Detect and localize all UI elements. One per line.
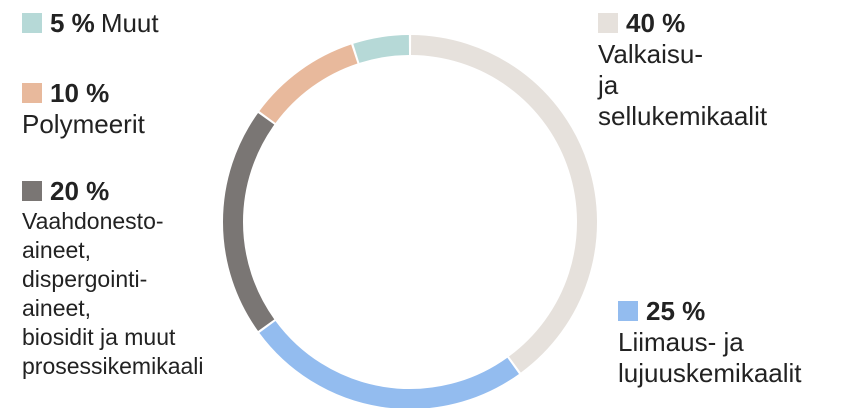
value-label: 5 % bbox=[50, 8, 95, 38]
legend-label: Muut bbox=[100, 8, 159, 38]
legend-label: Liimaus- ja lujuuskemikaalit bbox=[618, 327, 802, 388]
legend-item: 10 % Polymeerit bbox=[22, 78, 145, 140]
legend-item: 25 % Liimaus- ja lujuuskemikaalit bbox=[618, 296, 802, 389]
slice bbox=[259, 44, 358, 124]
legend-swatch bbox=[22, 83, 42, 103]
legend-swatch bbox=[22, 181, 42, 201]
legend-item: 5 % Muut bbox=[22, 8, 159, 39]
value-label: 40 % bbox=[626, 8, 686, 38]
legend-label: Vaahdonesto- aineet, dispergointi- ainee… bbox=[22, 208, 204, 379]
slice bbox=[353, 35, 410, 63]
slice bbox=[410, 35, 597, 373]
value-label: 20 % bbox=[50, 176, 110, 206]
legend-label: Valkaisu- ja sellukemikaalit bbox=[598, 39, 768, 131]
legend-item: 40 % Valkaisu- ja sellukemikaalit bbox=[598, 8, 767, 132]
value-label: 25 % bbox=[646, 296, 706, 326]
slice bbox=[259, 320, 519, 408]
legend-label: Polymeerit bbox=[22, 109, 145, 139]
legend-item: 20 % Vaahdonesto- aineet, dispergointi- a… bbox=[22, 176, 204, 381]
slice bbox=[223, 112, 275, 332]
legend-swatch bbox=[598, 13, 618, 33]
value-label: 10 % bbox=[50, 78, 110, 108]
legend-swatch bbox=[22, 13, 42, 33]
legend-swatch bbox=[618, 301, 638, 321]
